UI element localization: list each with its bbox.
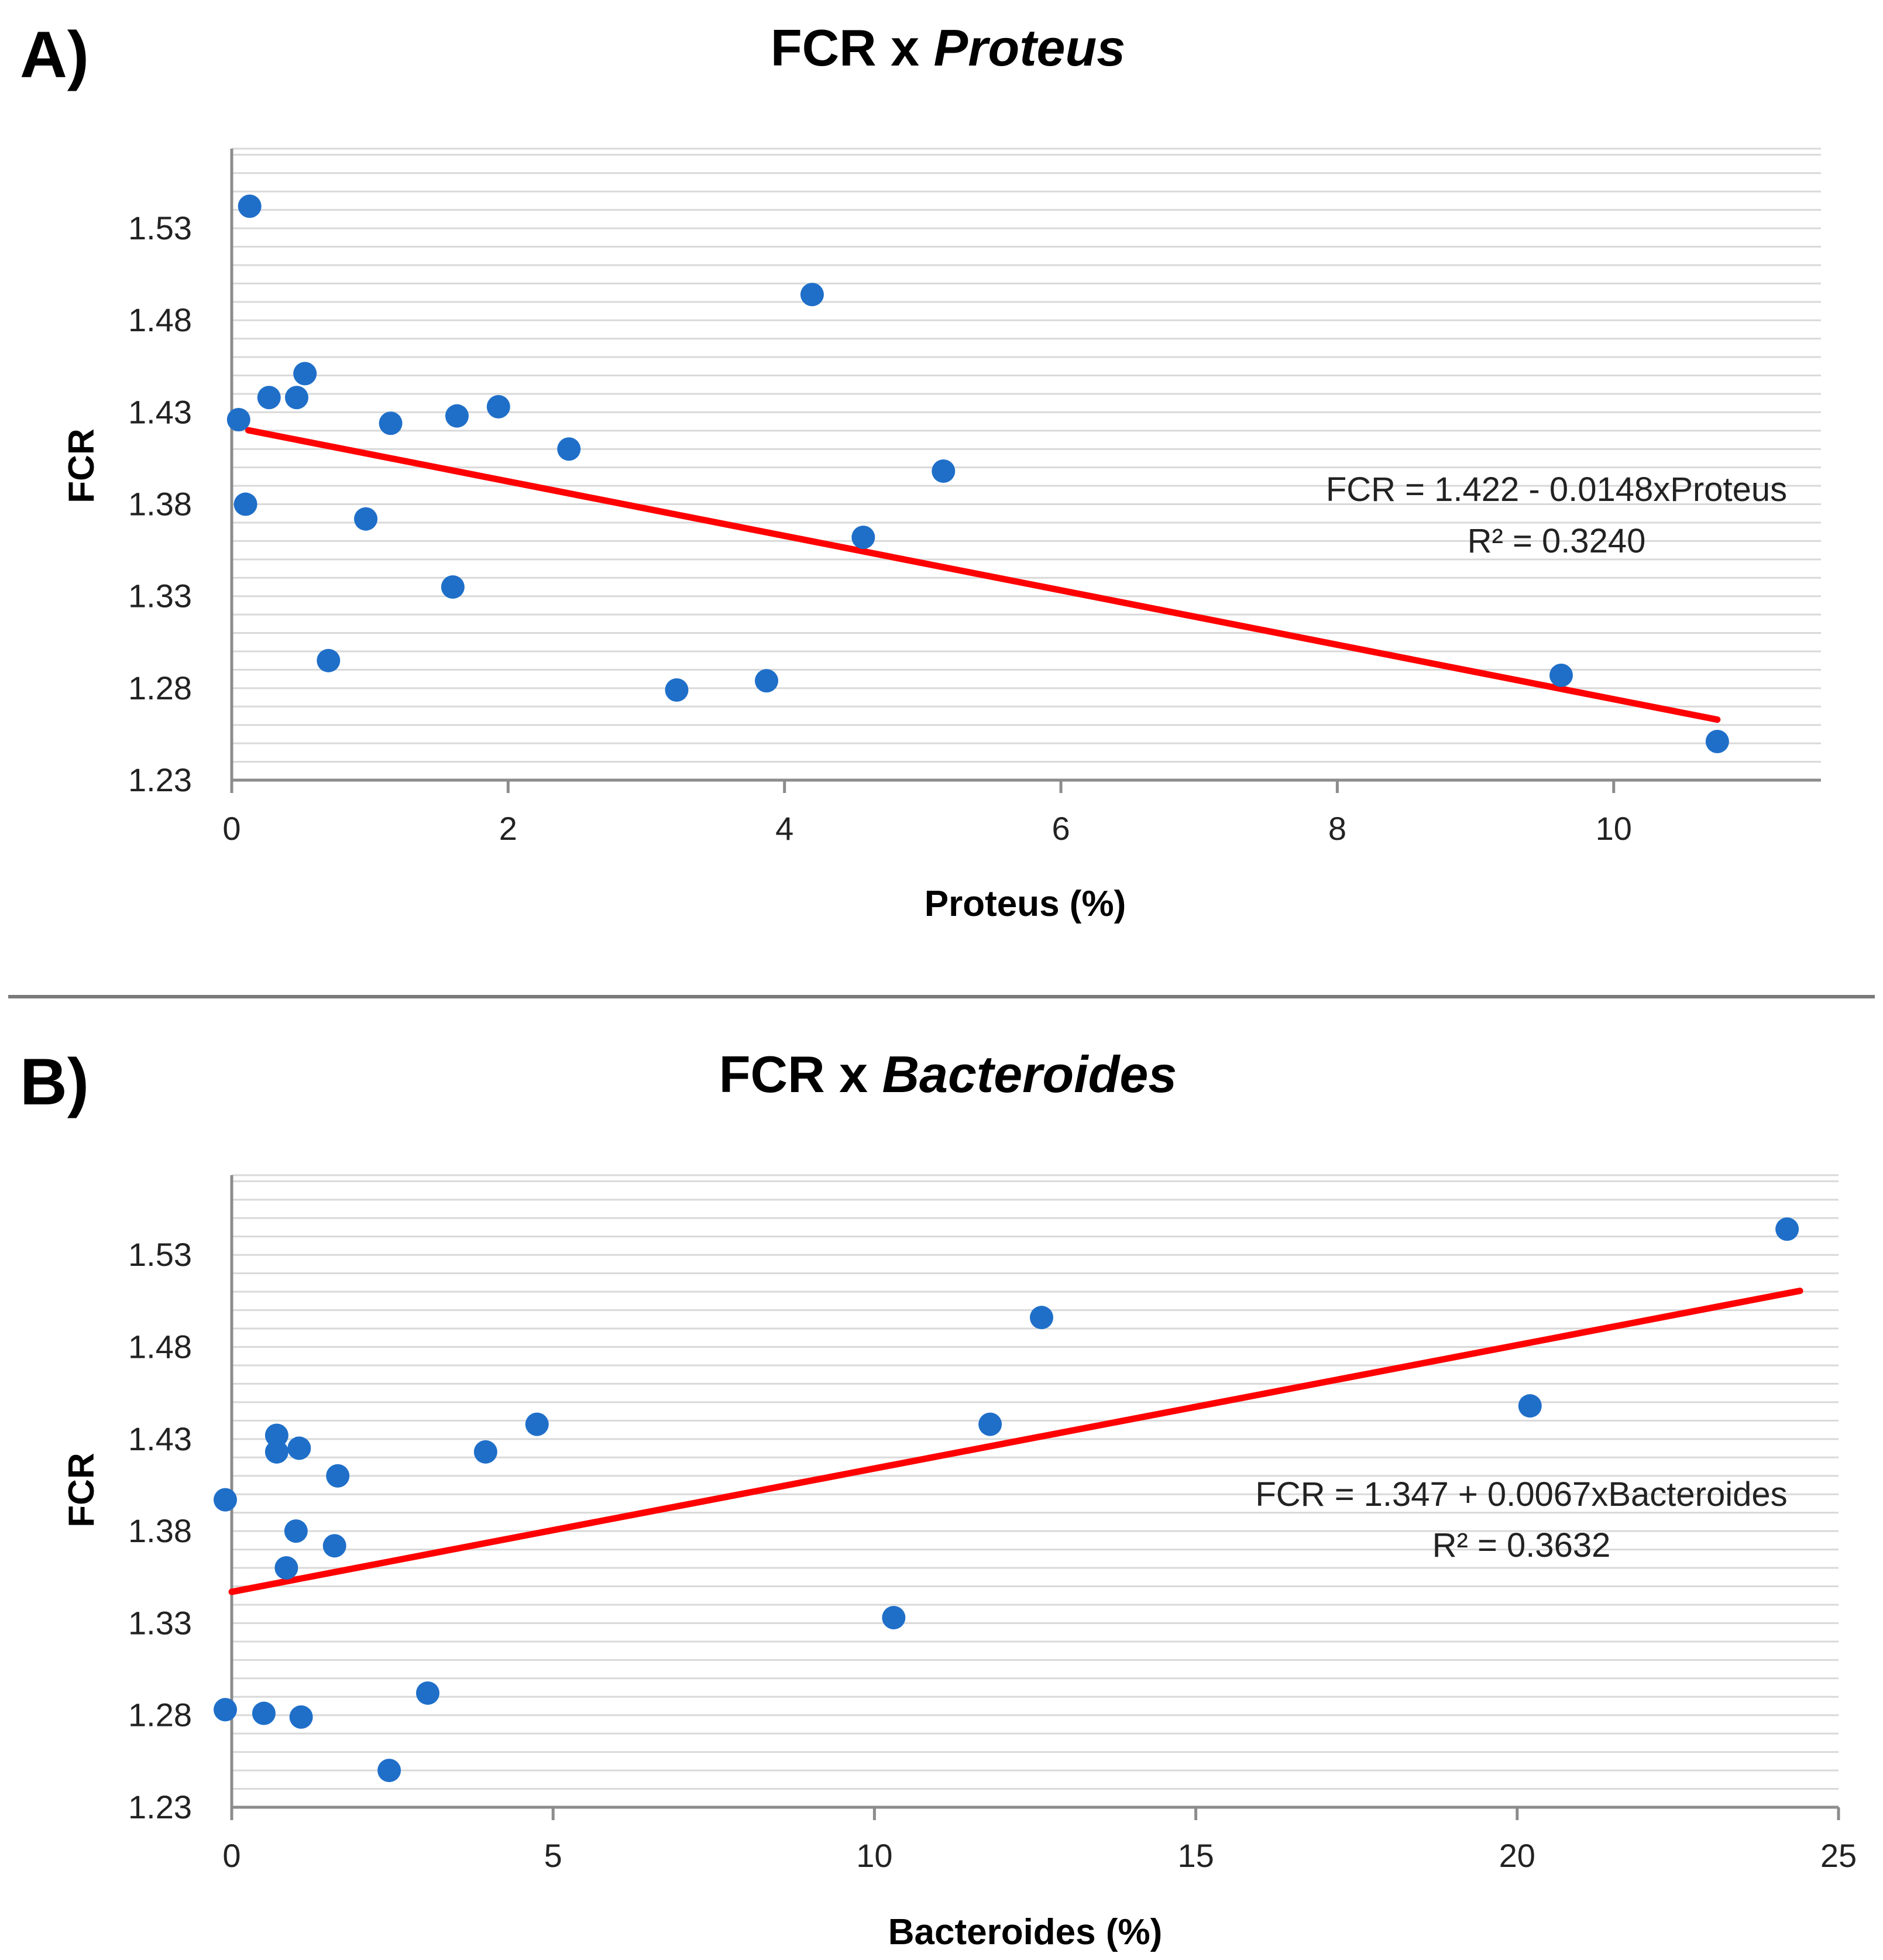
panel-b-y-tick-labels: 1.23 1.28 1.33 1.38 1.43 1.48 1.53 <box>128 1236 192 1825</box>
panel-a-x-tick-labels: 0 2 4 6 8 10 <box>222 810 1631 847</box>
panel-a-title-prefix: FCR x <box>771 19 934 77</box>
panel-b-data-point <box>1029 1306 1053 1330</box>
panel-b-x-tick-label: 5 <box>544 1837 562 1874</box>
panel-a-x-tick-label: 10 <box>1596 810 1632 847</box>
panel-a: A) FCR x Proteus 1.23 1.28 1.33 1.38 1.43 1.4… <box>20 18 1821 924</box>
panel-a-label: A) <box>20 18 89 91</box>
panel-b-title-organism: Bacteroides <box>882 1045 1177 1103</box>
panel-b-x-tick-label: 25 <box>1820 1837 1857 1874</box>
panel-b-y-tick-label: 1.33 <box>128 1604 192 1641</box>
panel-a-data-point <box>851 526 875 550</box>
panel-b-data-point <box>322 1534 346 1558</box>
panel-a-y-tick-label: 1.28 <box>128 670 192 706</box>
panel-a-data-point <box>557 437 581 461</box>
panel-b-data-point <box>264 1440 288 1464</box>
panel-a-y-tick-label: 1.33 <box>128 578 192 615</box>
panel-a-data-point <box>354 507 378 531</box>
panel-a-data-point <box>293 362 317 386</box>
panel-a-x-tick-label: 4 <box>775 810 793 847</box>
panel-b-title-prefix: FCR x <box>719 1045 882 1103</box>
panel-a-data-point <box>932 459 956 483</box>
panel-b-data-point <box>274 1556 298 1580</box>
panel-a-y-tick-labels: 1.23 1.28 1.33 1.38 1.43 1.48 1.53 <box>128 210 192 798</box>
panel-b-data-point <box>264 1423 288 1447</box>
panel-a-x-tick-label: 0 <box>222 810 240 847</box>
panel-b-data-point <box>416 1681 440 1705</box>
panel-a-data-point <box>257 386 281 410</box>
panel-b-y-axis-label: FCR <box>61 1453 102 1527</box>
panel-a-y-tick-label: 1.48 <box>128 301 192 338</box>
panel-b-data-point <box>284 1519 308 1543</box>
panel-b-data-point <box>525 1412 549 1436</box>
panel-a-data-point <box>486 394 510 418</box>
panel-a-data-point <box>233 492 257 516</box>
panel-a-data-point <box>441 575 465 599</box>
panel-b-data-point <box>252 1701 276 1725</box>
panel-a-data-point <box>754 669 778 693</box>
panel-b-data-point <box>1518 1394 1542 1418</box>
panel-b-data-point <box>214 1698 238 1722</box>
panel-a-data-point <box>379 411 403 435</box>
panel-b-data-point <box>287 1436 311 1460</box>
panel-b-trendline <box>228 1288 1803 1595</box>
panel-a-y-tick-label: 1.53 <box>128 210 192 246</box>
panel-b-y-tick-label: 1.38 <box>128 1512 192 1549</box>
panel-a-title: FCR x Proteus <box>771 19 1125 77</box>
panel-a-r-squared: R² = 0.3240 <box>1468 522 1646 560</box>
panel-b-x-tick-label: 15 <box>1177 1837 1214 1874</box>
panel-a-x-tick-label: 2 <box>499 810 517 847</box>
panel-a-data-point <box>285 386 309 410</box>
panel-b-data-point <box>978 1412 1002 1436</box>
panel-b-y-tick-label: 1.43 <box>128 1420 192 1457</box>
panel-a-x-axis-label: Proteus (%) <box>925 884 1126 924</box>
panel-b-x-tick-labels: 0 5 10 15 20 25 <box>222 1837 1857 1874</box>
panel-a-y-axis-label: FCR <box>61 428 102 503</box>
panel-a-trendline <box>245 427 1721 723</box>
panel-a-data-point <box>317 648 341 672</box>
panel-a-x-tick-label: 8 <box>1328 810 1346 847</box>
panel-b-x-tick-label: 0 <box>222 1837 240 1874</box>
panel-b-x-tick-label: 10 <box>856 1837 892 1874</box>
panel-a-data-point <box>1549 663 1573 687</box>
panel-b-title: FCR x Bacteroides <box>719 1045 1177 1103</box>
panel-b-y-tick-label: 1.28 <box>128 1697 192 1734</box>
panel-a-title-organism: Proteus <box>934 19 1126 77</box>
panel-a-data-point <box>226 407 250 431</box>
panel-a-data-point <box>445 404 469 428</box>
panel-b-gridlines <box>232 1174 1839 1790</box>
panel-a-data-point <box>1705 729 1729 753</box>
panel-a-x-tick-label: 6 <box>1052 810 1070 847</box>
panel-a-y-tick-label: 1.38 <box>128 486 192 523</box>
panel-a-equation: FCR = 1.422 - 0.0148xProteus <box>1326 471 1787 509</box>
panel-b-trendline-group <box>228 1288 1803 1595</box>
panel-b-data-point <box>377 1759 401 1783</box>
panel-b-y-tick-label: 1.48 <box>128 1329 192 1365</box>
panel-b-data-points <box>214 1217 1799 1783</box>
panel-b-y-tick-label: 1.23 <box>128 1789 192 1825</box>
panel-b-data-point <box>214 1488 238 1512</box>
panel-b-r-squared: R² = 0.3632 <box>1432 1526 1611 1564</box>
panel-a-gridlines <box>232 147 1821 763</box>
panel-a-axes <box>230 149 1821 793</box>
panel-a-trendline-group <box>245 427 1721 723</box>
panel-b-label: B) <box>20 1045 89 1118</box>
panel-a-y-tick-label: 1.43 <box>128 393 192 430</box>
panel-b-x-tick-label: 20 <box>1499 1837 1535 1874</box>
panel-b-y-tick-label: 1.53 <box>128 1236 192 1273</box>
panel-b-data-point <box>1775 1217 1799 1241</box>
panel-b: B) FCR x Bacteroides 1.23 1.28 1.33 1.38 1.4… <box>20 1045 1857 1952</box>
panel-a-data-point <box>800 283 824 307</box>
panel-a-data-points <box>226 194 1729 753</box>
panel-a-data-point <box>238 194 262 218</box>
panel-a-y-tick-label: 1.23 <box>128 761 192 798</box>
panel-b-data-point <box>882 1605 906 1629</box>
panel-b-data-point <box>326 1464 350 1488</box>
panel-b-x-axis-label: Bacteroides (%) <box>888 1912 1163 1952</box>
panel-b-data-point <box>473 1440 497 1464</box>
panel-b-equation: FCR = 1.347 + 0.0067xBacteroides <box>1255 1475 1787 1513</box>
panel-b-data-point <box>289 1705 313 1729</box>
panel-a-data-point <box>665 678 689 702</box>
